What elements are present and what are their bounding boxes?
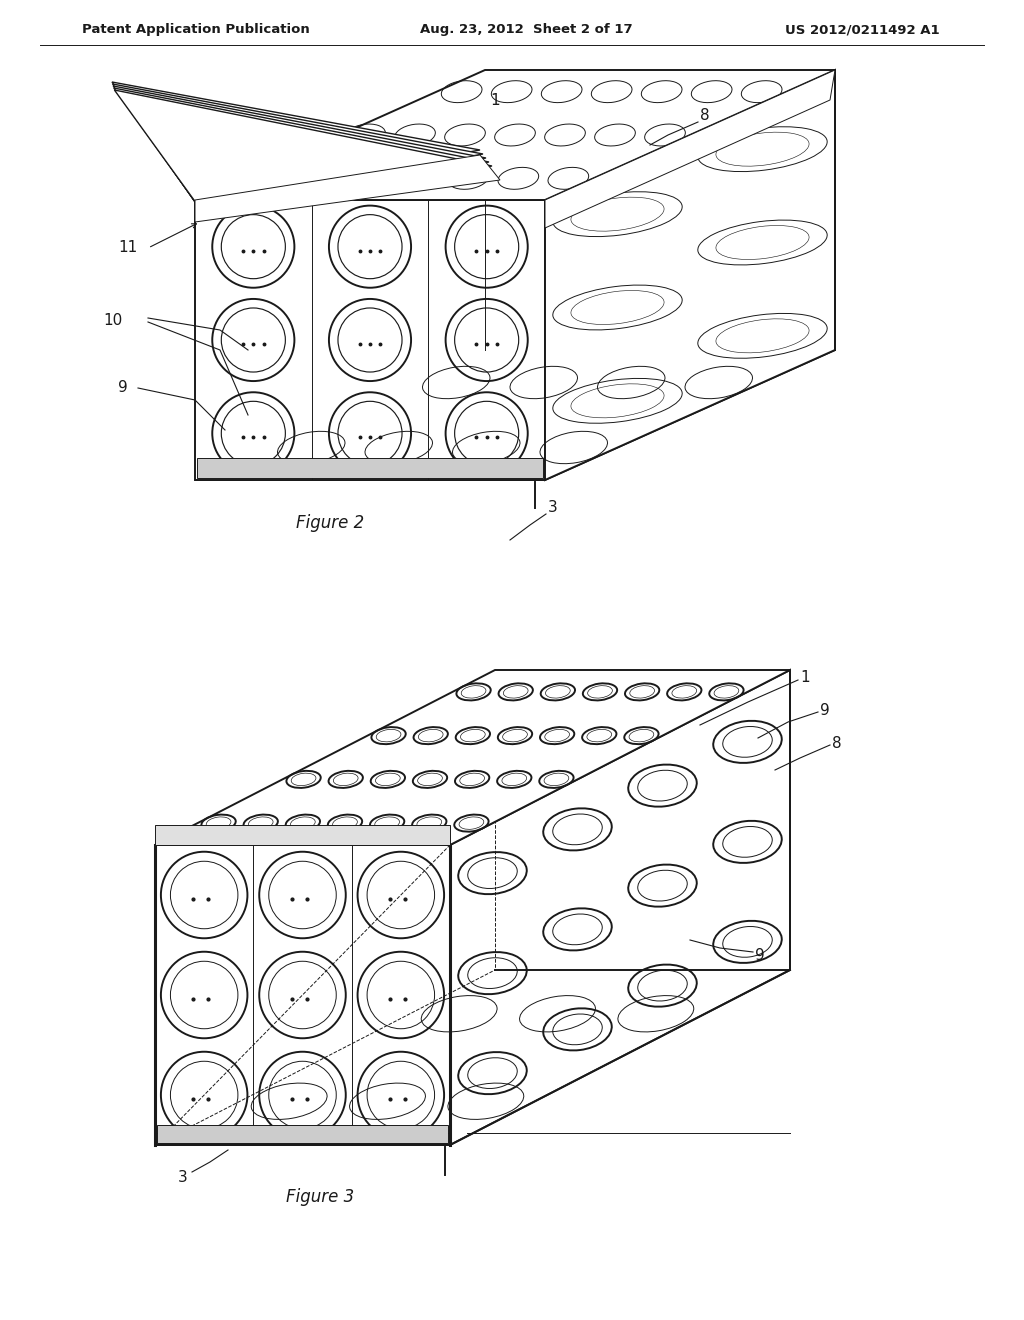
Text: 9: 9 (820, 704, 829, 718)
Text: 9: 9 (755, 948, 765, 964)
Polygon shape (450, 671, 790, 1144)
Text: 3: 3 (178, 1170, 187, 1185)
Text: 3: 3 (548, 500, 558, 515)
Text: Patent Application Publication: Patent Application Publication (82, 24, 309, 37)
Text: Aug. 23, 2012  Sheet 2 of 17: Aug. 23, 2012 Sheet 2 of 17 (420, 24, 633, 37)
Text: 8: 8 (831, 737, 842, 751)
Polygon shape (195, 70, 835, 201)
Polygon shape (155, 671, 790, 845)
Polygon shape (545, 70, 835, 480)
Polygon shape (113, 84, 483, 206)
Polygon shape (545, 70, 835, 228)
Polygon shape (112, 82, 480, 202)
Text: Figure 3: Figure 3 (286, 1188, 354, 1206)
Text: 1: 1 (800, 671, 810, 685)
Polygon shape (195, 350, 835, 480)
Polygon shape (195, 201, 545, 480)
Polygon shape (114, 88, 489, 214)
Bar (155, 825, 450, 845)
Text: US 2012/0211492 A1: US 2012/0211492 A1 (785, 24, 940, 37)
Polygon shape (155, 845, 450, 1144)
Text: 11: 11 (118, 240, 137, 255)
Text: 1: 1 (490, 92, 500, 108)
Text: 8: 8 (700, 108, 710, 123)
Polygon shape (195, 154, 500, 222)
Bar (197, 458, 543, 478)
Text: 9: 9 (118, 380, 128, 395)
Polygon shape (115, 90, 492, 218)
Polygon shape (114, 86, 486, 210)
Text: Figure 2: Figure 2 (296, 513, 365, 532)
Text: 10: 10 (103, 313, 122, 327)
Bar (157, 1125, 449, 1143)
